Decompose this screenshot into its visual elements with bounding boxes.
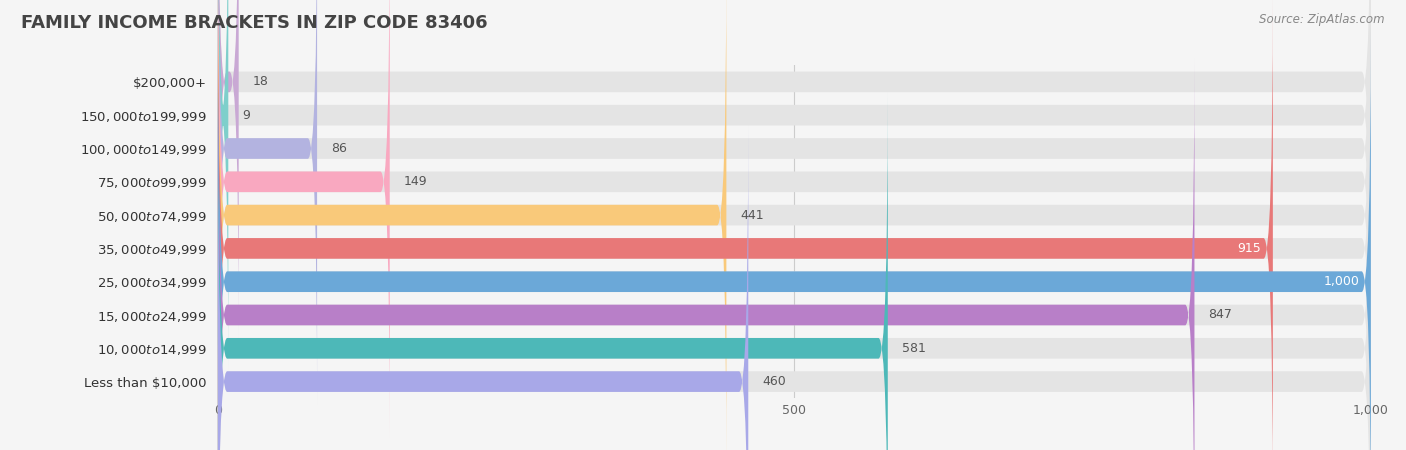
FancyBboxPatch shape xyxy=(218,0,1371,450)
Text: 18: 18 xyxy=(253,76,269,88)
FancyBboxPatch shape xyxy=(218,126,1371,450)
FancyBboxPatch shape xyxy=(218,0,1371,405)
FancyBboxPatch shape xyxy=(218,26,1371,450)
FancyBboxPatch shape xyxy=(218,0,389,438)
Text: FAMILY INCOME BRACKETS IN ZIP CODE 83406: FAMILY INCOME BRACKETS IN ZIP CODE 83406 xyxy=(21,14,488,32)
Text: 441: 441 xyxy=(740,209,763,221)
Text: 86: 86 xyxy=(330,142,347,155)
Text: 1,000: 1,000 xyxy=(1323,275,1360,288)
Text: 915: 915 xyxy=(1237,242,1261,255)
Text: 581: 581 xyxy=(901,342,925,355)
FancyBboxPatch shape xyxy=(218,0,1272,450)
Text: 460: 460 xyxy=(762,375,786,388)
FancyBboxPatch shape xyxy=(218,92,887,450)
FancyBboxPatch shape xyxy=(218,26,1371,450)
FancyBboxPatch shape xyxy=(218,59,1195,450)
Text: Source: ZipAtlas.com: Source: ZipAtlas.com xyxy=(1260,14,1385,27)
Text: 847: 847 xyxy=(1208,309,1232,321)
FancyBboxPatch shape xyxy=(218,0,1371,338)
FancyBboxPatch shape xyxy=(218,0,727,450)
Text: 9: 9 xyxy=(242,109,250,122)
FancyBboxPatch shape xyxy=(218,0,1371,371)
FancyBboxPatch shape xyxy=(218,92,1371,450)
FancyBboxPatch shape xyxy=(218,126,748,450)
FancyBboxPatch shape xyxy=(218,0,1371,438)
FancyBboxPatch shape xyxy=(218,0,318,405)
Text: 149: 149 xyxy=(404,176,427,188)
FancyBboxPatch shape xyxy=(218,59,1371,450)
FancyBboxPatch shape xyxy=(218,0,1371,450)
FancyBboxPatch shape xyxy=(218,0,239,338)
FancyBboxPatch shape xyxy=(218,0,228,371)
